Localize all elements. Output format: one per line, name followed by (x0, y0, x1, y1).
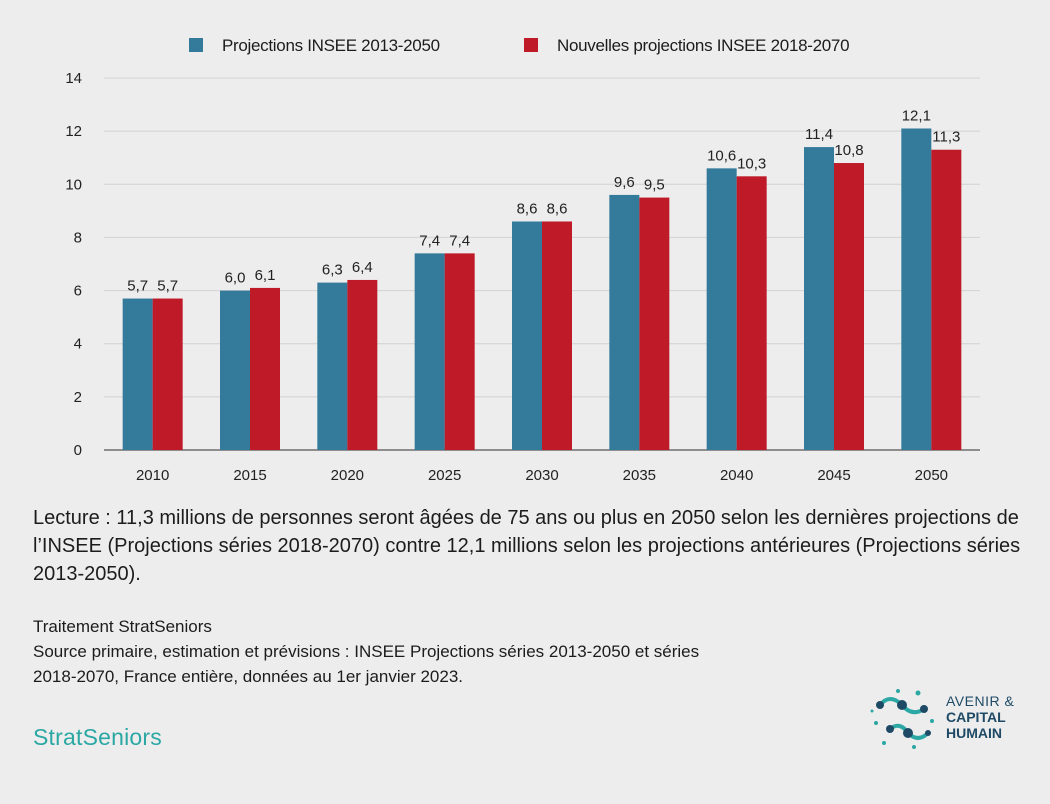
x-tick-label: 2045 (817, 467, 850, 484)
x-tick-label: 2040 (720, 467, 753, 484)
x-tick-label: 2035 (623, 467, 656, 484)
bar-chart: Projections INSEE 2013-2050 Nouvelles pr… (65, 36, 980, 484)
logo-text: AVENIR & CAPITAL HUMAIN (946, 693, 1014, 741)
data-label-series-2-2020: 6,4 (352, 259, 373, 276)
data-label-series-1-2035: 9,6 (614, 174, 635, 191)
bars (122, 128, 962, 451)
bar-series-1-2020 (317, 282, 348, 450)
data-label-series-2-2010: 5,7 (157, 278, 178, 295)
data-label-series-1-2045: 11,4 (805, 126, 833, 143)
data-label-series-1-2020: 6,3 (322, 262, 343, 279)
molecule-icon (870, 689, 934, 749)
bar-series-1-2035 (609, 194, 640, 450)
y-axis-ticks: 0 2 4 6 8 10 12 14 (65, 70, 82, 459)
data-label-series-1-2015: 6,0 (225, 270, 246, 287)
logo-line-2: CAPITAL (946, 709, 1006, 725)
x-tick-label: 2030 (525, 467, 558, 484)
stratseniors-logo: StratSeniors (33, 724, 162, 750)
bar-series-2-2030 (542, 221, 572, 450)
treatment-line: Traitement StratSeniors (33, 617, 212, 636)
legend-swatch-series-1 (189, 38, 203, 52)
bar-series-1-2010 (122, 298, 153, 450)
source-line-2: 2018-2070, France entière, données au 1e… (33, 667, 464, 686)
x-tick-label: 2025 (428, 467, 461, 484)
bar-series-1-2025 (414, 253, 445, 450)
x-tick-label: 2010 (136, 467, 169, 484)
data-label-series-1-2030: 8,6 (517, 200, 538, 217)
data-labels: 5,7 5,7 6,0 6,1 6,3 6,4 7,4 7,4 8,6 8,6 9,6 9,5 10,6… (127, 107, 960, 294)
logo-line-1: AVENIR & (946, 693, 1015, 709)
bar-series-2-2035 (639, 197, 670, 450)
data-label-series-1-2010: 5,7 (127, 278, 148, 295)
logo-line-3: HUMAIN (946, 725, 1002, 741)
bar-series-1-2015 (220, 290, 250, 450)
bar-series-1-2050 (901, 128, 932, 450)
y-tick-label: 10 (65, 176, 82, 193)
data-label-series-1-2050: 12,1 (902, 107, 931, 124)
bar-series-1-2045 (804, 147, 834, 451)
bar-series-2-2050 (931, 149, 962, 450)
bar-series-1-2030 (512, 221, 542, 450)
bar-series-2-2010 (152, 298, 183, 450)
y-tick-label: 14 (65, 70, 82, 87)
data-label-series-2-2025: 7,4 (449, 232, 470, 249)
source-line-1: Source primaire, estimation et prévision… (33, 642, 700, 661)
data-label-series-2-2050: 11,3 (932, 129, 960, 146)
data-label-series-1-2040: 10,6 (707, 147, 736, 164)
legend-swatch-series-2 (524, 38, 538, 52)
legend-label-series-2: Nouvelles projections INSEE 2018-2070 (557, 36, 849, 55)
bar-series-2-2040 (736, 176, 767, 451)
y-tick-label: 12 (65, 123, 82, 140)
bar-series-1-2040 (706, 168, 737, 451)
y-tick-label: 6 (74, 283, 82, 300)
y-tick-label: 4 (74, 336, 82, 353)
reading-note: Lecture : 11,3 millions de personnes ser… (33, 507, 1021, 585)
data-label-series-1-2025: 7,4 (419, 232, 440, 249)
data-label-series-2-2030: 8,6 (547, 200, 568, 217)
y-tick-label: 2 (74, 389, 82, 406)
bar-series-2-2015 (250, 287, 280, 450)
source-block: Traitement StratSeniors Source primaire,… (33, 614, 933, 689)
avenir-capital-humain-logo: AVENIR & CAPITAL HUMAIN (868, 683, 1038, 753)
y-tick-label: 8 (74, 229, 82, 246)
data-label-series-2-2045: 10,8 (834, 142, 863, 159)
data-label-series-2-2040: 10,3 (737, 155, 766, 172)
legend-label-series-1: Projections INSEE 2013-2050 (222, 36, 440, 55)
x-tick-label: 2020 (331, 467, 364, 484)
chart-legend: Projections INSEE 2013-2050 Nouvelles pr… (189, 36, 850, 55)
x-tick-label: 2015 (233, 467, 266, 484)
bar-series-2-2045 (834, 163, 864, 450)
x-axis-ticks: 2010 2015 2020 2025 2030 2035 2040 2045 2050 (136, 467, 948, 484)
bar-series-2-2025 (444, 253, 475, 450)
bar-series-2-2020 (347, 279, 378, 450)
x-tick-label: 2050 (915, 467, 948, 484)
y-tick-label: 0 (74, 442, 82, 459)
data-label-series-2-2035: 9,5 (644, 177, 665, 194)
data-label-series-2-2015: 6,1 (255, 267, 276, 284)
